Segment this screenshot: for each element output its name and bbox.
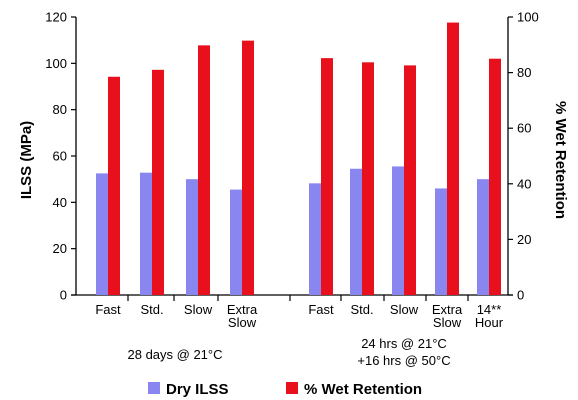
legend-swatch-wet-retention [286,382,298,394]
y-tick-label-right: 40 [517,176,531,191]
legend-label-wet-retention: % Wet Retention [304,381,422,398]
y-tick-label-right: 80 [517,65,531,80]
bar-dry-ilss [186,179,198,295]
bar-wet-retention [198,45,210,295]
y-tick-label-left: 120 [45,10,67,25]
y-tick-label-left: 40 [53,195,67,210]
bar-wet-retention [242,40,254,295]
y-tick-label-left: 20 [53,241,67,256]
x-category-label: Std. [350,302,373,317]
bar-wet-retention [404,65,416,295]
y-axis-title-right: % Wet Retention [552,101,569,219]
group-label: 24 hrs @ 21°C +16 hrs @ 50°C [357,336,450,368]
legend-swatch-dry-ilss [148,382,160,394]
y-tick-label-right: 60 [517,121,531,136]
bar-dry-ilss [140,172,152,295]
bar-dry-ilss [350,168,362,295]
x-category-label: Extra Slow [432,302,463,330]
legend: Dry ILSS % Wet Retention [148,381,422,398]
x-category-label: Extra Slow [227,302,258,330]
bar-dry-ilss [96,173,108,295]
legend-label-dry-ilss: Dry ILSS [166,381,229,398]
x-category-label: 14** Hour [475,302,504,330]
bar-wet-retention [108,76,120,296]
y-tick-label-left: 0 [60,288,67,303]
x-category-label: Slow [184,302,213,317]
x-category-label: Fast [308,302,334,317]
bar-wet-retention [362,62,374,296]
y-tick-label-right: 20 [517,232,531,247]
bar-wet-retention [321,58,333,296]
bar-dry-ilss [435,188,447,295]
x-category-label: Slow [390,302,419,317]
bar-dry-ilss [477,179,489,295]
bar-dry-ilss [230,189,242,295]
y-axis-title-left: ILSS (MPa) [18,121,35,199]
y-tick-label-left: 100 [45,56,67,71]
y-tick-label-left: 60 [53,149,67,164]
bar-wet-retention [447,22,459,296]
plot-area: 0 20 40 60 80 100 120 0 20 40 60 80 100 Fast Std. Slow E… [45,10,538,369]
bar-dry-ilss [309,183,321,295]
group-label: 28 days @ 21°C [128,347,223,362]
bar-wet-retention [489,58,501,296]
y-tick-label-right: 100 [517,10,539,25]
bar-wet-retention [152,69,164,295]
y-tick-label-left: 80 [53,102,67,117]
x-category-label: Fast [95,302,121,317]
bar-dry-ilss [392,166,404,295]
x-category-label: Std. [140,302,163,317]
y-tick-label-right: 0 [517,288,524,303]
